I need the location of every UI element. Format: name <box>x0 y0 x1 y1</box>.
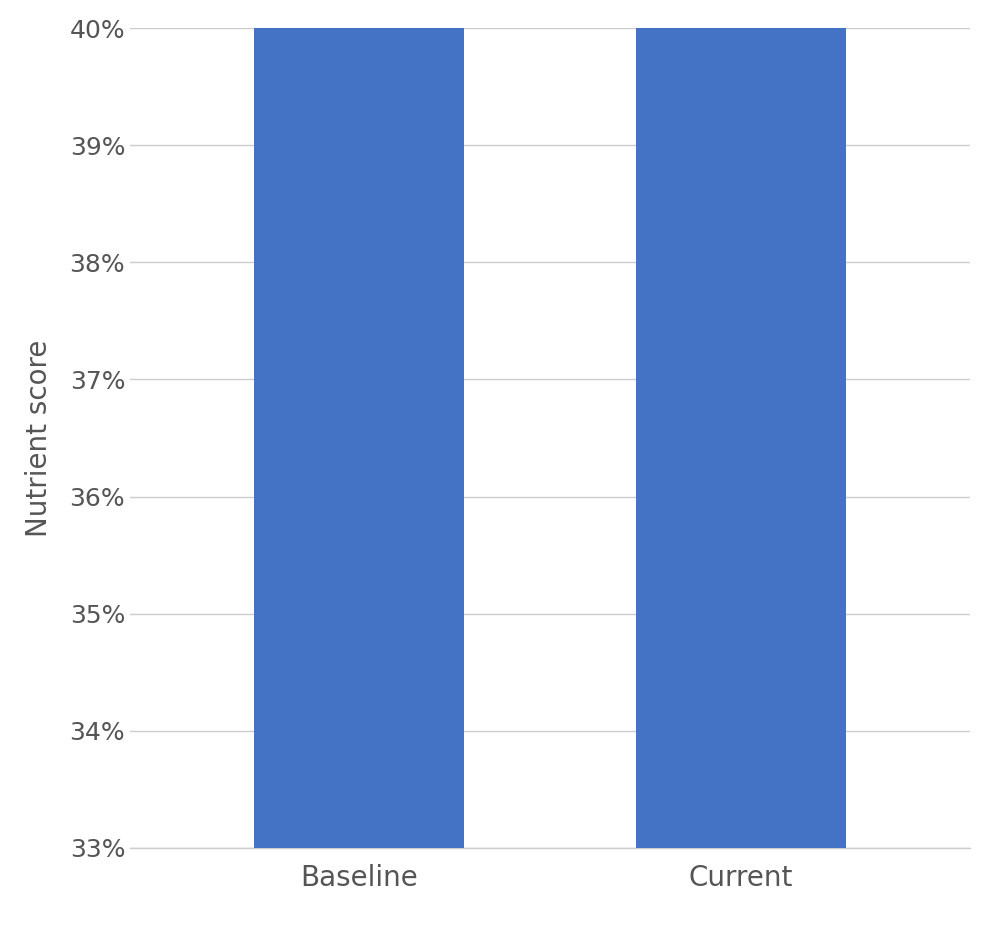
Bar <box>254 0 464 848</box>
Bar <box>636 0 846 848</box>
Y-axis label: Nutrient score: Nutrient score <box>25 339 53 537</box>
